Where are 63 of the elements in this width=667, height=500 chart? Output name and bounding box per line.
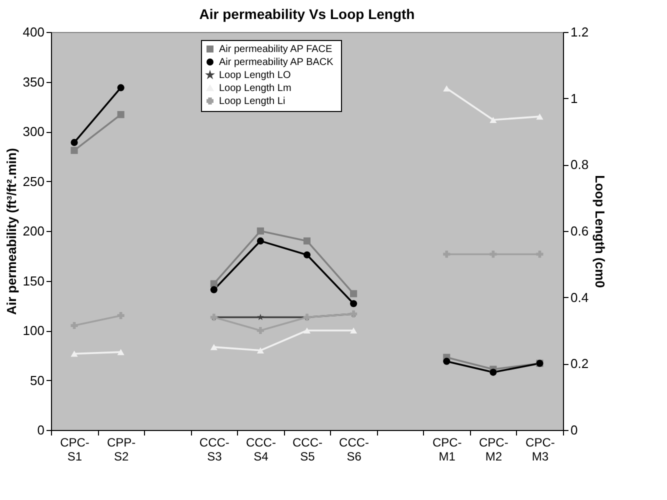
legend-label: Air permeability AP FACE (219, 44, 333, 55)
y2-tick-label: 1.2 (570, 24, 589, 40)
point (117, 312, 124, 320)
x-tick-label: CCC-S6 (339, 436, 370, 464)
point (443, 85, 450, 92)
x-tick-label: CPP-S2 (106, 436, 136, 464)
y-tick-label: 200 (22, 224, 44, 238)
point (350, 327, 358, 334)
point (443, 250, 450, 258)
point (490, 116, 497, 123)
y-tick-label: 250 (22, 174, 44, 189)
y2-tick-label: 0.6 (570, 224, 589, 238)
y-tick-label: 50 (30, 372, 44, 388)
point (210, 344, 218, 350)
point (303, 327, 311, 334)
x-tick-label: CCC-S4 (246, 436, 276, 464)
point (256, 347, 264, 354)
point (350, 300, 358, 308)
point (536, 114, 544, 120)
x-tick-label: CCC-S5 (292, 436, 322, 464)
point (350, 290, 358, 298)
y-tick-label: 350 (22, 74, 44, 90)
x-tick-label: CPC-M2 (479, 436, 508, 464)
chart-title: Air permeability Vs Loop Length (199, 6, 415, 22)
point (303, 251, 311, 258)
legend-label: Loop Length Li (219, 96, 286, 107)
point (117, 84, 124, 92)
point (117, 111, 124, 118)
point (443, 358, 450, 365)
x-tick-label: CPC-S1 (60, 436, 90, 464)
y2-tick-label: 0.4 (570, 290, 589, 305)
point (70, 322, 78, 330)
y-tick-label: 150 (22, 273, 44, 288)
point (210, 280, 218, 288)
point (490, 250, 497, 258)
point (303, 237, 311, 244)
point (117, 348, 124, 356)
y-axis-title: Air permeability (ft³/ft².min) (4, 148, 19, 315)
legend-label: Loop Length Lm (219, 83, 292, 94)
y2-tick-label: 0 (570, 422, 578, 438)
point (256, 227, 264, 235)
y-tick-label: 400 (22, 24, 44, 40)
y2-tick-label: 0.2 (570, 356, 589, 372)
point (70, 350, 78, 357)
point (70, 138, 78, 146)
point (210, 286, 218, 294)
y2-tick-label: 1 (570, 90, 578, 106)
x-tick-label: CCC-S3 (199, 436, 230, 464)
point (256, 237, 264, 244)
legend-label: Loop Length LO (219, 70, 291, 81)
x-tick-label: CPC-M3 (526, 436, 555, 464)
y2-axis-title: Loop Length (cm0 (592, 175, 608, 288)
y-tick-label: 100 (22, 323, 44, 338)
y-tick-label: 0 (37, 422, 44, 438)
point (536, 250, 544, 258)
point (70, 146, 78, 154)
legend-label: Air permeability AP BACK (219, 57, 334, 68)
point (256, 326, 264, 334)
y-tick-label: 300 (22, 124, 44, 139)
y2-tick-label: 0.8 (570, 157, 589, 172)
point (257, 314, 264, 320)
x-tick-label: CPC-M1 (432, 436, 462, 464)
point (490, 368, 497, 376)
